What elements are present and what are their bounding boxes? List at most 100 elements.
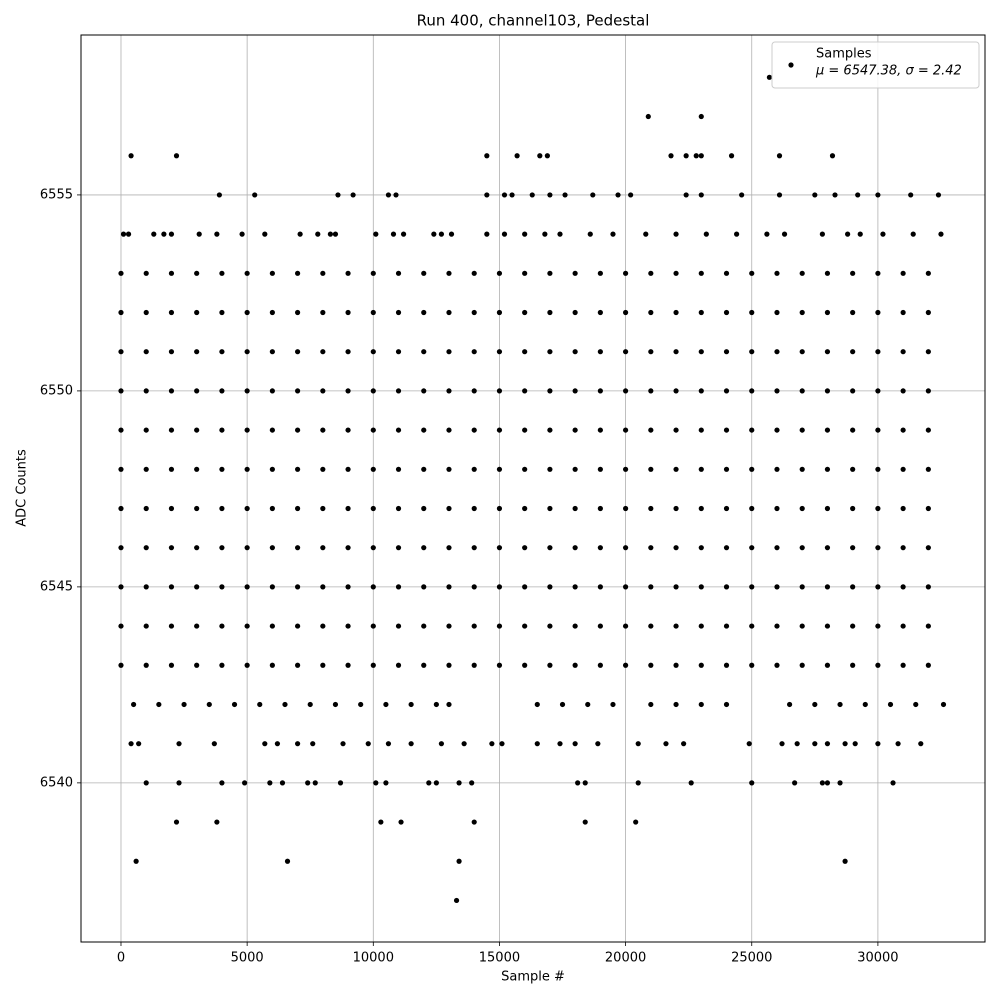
data-point [471, 584, 477, 590]
data-point [383, 780, 389, 786]
data-point [320, 505, 326, 512]
data-point [900, 309, 906, 316]
data-point [799, 270, 805, 276]
data-point [335, 192, 341, 198]
data-point [194, 545, 200, 551]
data-point [900, 545, 906, 551]
data-point [824, 584, 831, 590]
data-point [925, 662, 931, 668]
data-point [723, 349, 730, 355]
data-point [587, 231, 593, 237]
data-point [522, 231, 528, 237]
data-point [875, 505, 881, 512]
data-point [799, 427, 805, 433]
data-point [597, 270, 603, 276]
data-point [842, 741, 848, 747]
data-point [522, 388, 528, 394]
data-point [461, 741, 467, 747]
data-point [698, 662, 704, 668]
data-point [663, 741, 669, 747]
data-point [176, 741, 182, 747]
data-point [875, 466, 881, 472]
data-point [857, 231, 863, 237]
data-point [673, 505, 679, 512]
data-point [214, 231, 220, 237]
data-point [723, 270, 730, 276]
data-point [875, 349, 881, 355]
data-point [522, 662, 528, 668]
data-point [597, 427, 603, 433]
data-point [850, 505, 856, 512]
data-point [315, 231, 321, 237]
data-point [850, 349, 856, 355]
data-point [547, 388, 553, 394]
data-point [219, 427, 225, 433]
data-point [774, 427, 780, 433]
data-point [537, 153, 543, 159]
data-point [925, 584, 931, 590]
data-point [850, 427, 856, 433]
data-point [799, 349, 805, 355]
data-point [156, 701, 162, 708]
data-point [395, 388, 402, 394]
data-point [471, 545, 477, 551]
grid [81, 35, 985, 942]
data-point [496, 466, 503, 472]
data-point [484, 192, 490, 198]
data-point [345, 545, 351, 551]
data-point [143, 584, 149, 590]
data-point [749, 309, 755, 316]
data-point [698, 427, 704, 433]
plot-frame [80, 34, 986, 943]
data-point [408, 741, 414, 747]
data-point [446, 466, 452, 472]
data-point [832, 192, 838, 198]
data-point [244, 466, 250, 472]
data-point [216, 192, 222, 198]
data-point [496, 505, 503, 512]
data-point [837, 701, 843, 708]
data-point [850, 623, 856, 629]
data-point [239, 231, 245, 237]
data-point [269, 623, 275, 629]
data-point [749, 349, 755, 355]
data-point [875, 192, 881, 198]
data-point [648, 349, 654, 355]
data-point [799, 545, 805, 551]
data-point [345, 466, 351, 472]
data-point [824, 741, 831, 747]
data-point [143, 427, 149, 433]
data-point [900, 270, 906, 276]
data-point [320, 662, 326, 668]
data-point [925, 309, 931, 316]
data-point [749, 662, 755, 668]
data-point [673, 309, 679, 316]
data-point [622, 270, 629, 276]
data-point [875, 309, 881, 316]
data-point [433, 701, 439, 708]
data-point [723, 545, 730, 551]
data-point [395, 584, 402, 590]
data-point [749, 780, 755, 786]
data-point [496, 427, 503, 433]
data-point [850, 466, 856, 472]
data-point [739, 192, 745, 198]
x-tick-label: 25000 [731, 951, 772, 966]
data-point [590, 192, 596, 198]
data-point [544, 153, 550, 159]
data-point [673, 427, 679, 433]
data-point [426, 780, 432, 786]
data-point [812, 701, 818, 708]
data-point [610, 231, 616, 237]
data-point [875, 741, 881, 747]
data-point [819, 231, 825, 237]
data-point [683, 153, 689, 159]
data-point [395, 349, 402, 355]
data-point [395, 505, 402, 512]
data-point [648, 545, 654, 551]
data-point [456, 780, 462, 786]
data-point [231, 701, 238, 708]
data-point [320, 309, 326, 316]
data-point [597, 388, 603, 394]
data-point [595, 741, 601, 747]
